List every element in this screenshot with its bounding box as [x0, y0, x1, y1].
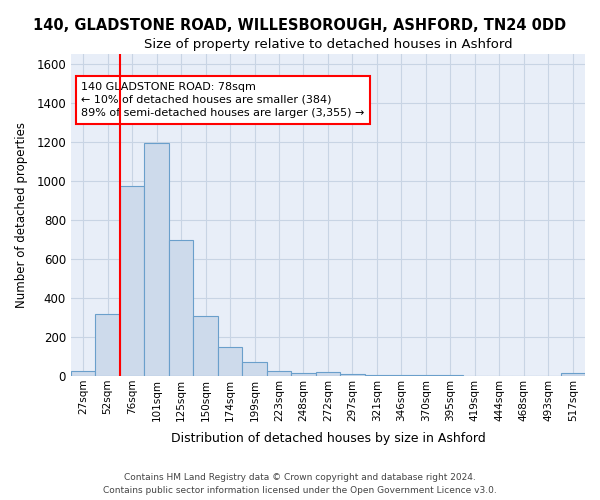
- X-axis label: Distribution of detached houses by size in Ashford: Distribution of detached houses by size …: [170, 432, 485, 445]
- Bar: [242, 362, 267, 376]
- Bar: [267, 371, 291, 376]
- Text: Contains HM Land Registry data © Crown copyright and database right 2024.
Contai: Contains HM Land Registry data © Crown c…: [103, 474, 497, 495]
- Bar: [438, 375, 463, 376]
- Bar: [95, 314, 120, 376]
- Bar: [145, 143, 169, 376]
- Bar: [316, 372, 340, 376]
- Bar: [560, 373, 585, 376]
- Bar: [340, 374, 365, 376]
- Bar: [218, 347, 242, 376]
- Text: 140, GLADSTONE ROAD, WILLESBOROUGH, ASHFORD, TN24 0DD: 140, GLADSTONE ROAD, WILLESBOROUGH, ASHF…: [34, 18, 566, 32]
- Bar: [71, 371, 95, 376]
- Bar: [193, 316, 218, 376]
- Bar: [120, 186, 145, 376]
- Text: 140 GLADSTONE ROAD: 78sqm
← 10% of detached houses are smaller (384)
89% of semi: 140 GLADSTONE ROAD: 78sqm ← 10% of detac…: [81, 82, 365, 118]
- Bar: [169, 240, 193, 376]
- Bar: [365, 375, 389, 376]
- Title: Size of property relative to detached houses in Ashford: Size of property relative to detached ho…: [143, 38, 512, 51]
- Bar: [291, 373, 316, 376]
- Bar: [389, 375, 413, 376]
- Y-axis label: Number of detached properties: Number of detached properties: [15, 122, 28, 308]
